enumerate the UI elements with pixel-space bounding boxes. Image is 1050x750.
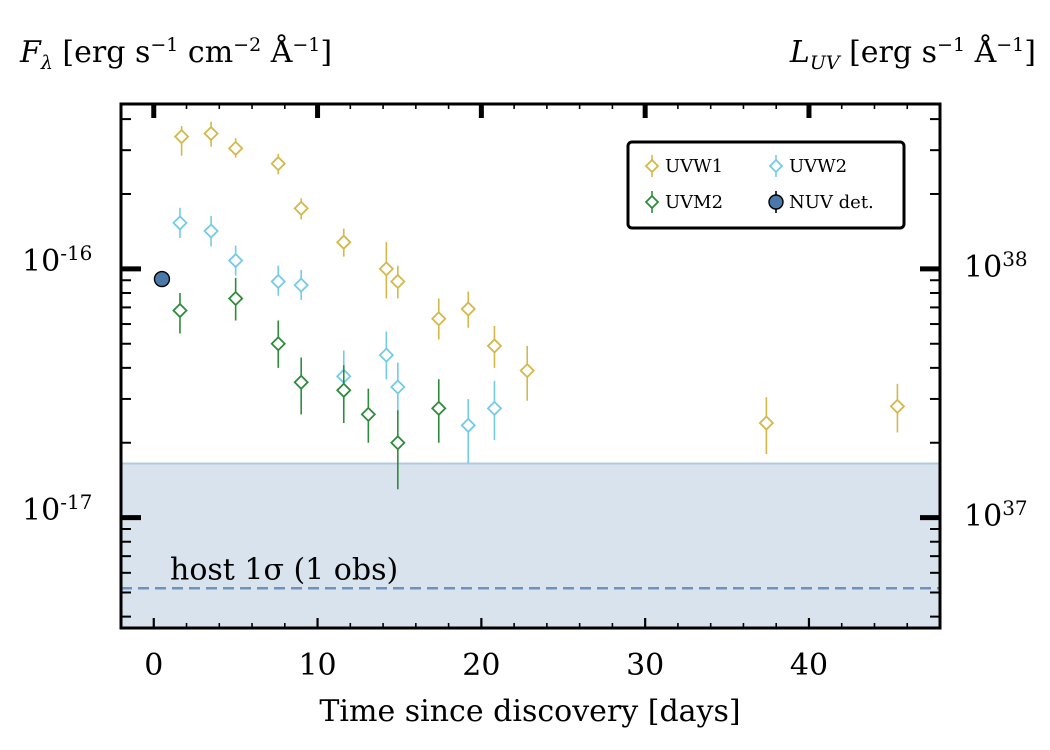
data-point-uvw1 — [335, 234, 352, 250]
legend: UVW1 UVW2 UVM2 NUV det. — [626, 140, 906, 230]
y-left-unit: [erg s — [62, 35, 151, 70]
legend-box — [626, 140, 906, 230]
y-right-close: ] — [1024, 35, 1036, 70]
data-point-uvm2 — [227, 290, 244, 307]
y-right-exp2: −1 — [996, 34, 1025, 56]
data-point-uvw2 — [460, 417, 477, 434]
x-axis-title: Time since discovery [days] — [319, 694, 741, 729]
y-tick-label-right: 1037 — [964, 495, 1028, 534]
y-right-angstrom: Å — [965, 35, 997, 70]
data-point-uvw1 — [270, 155, 287, 172]
y-left-exp1: −1 — [150, 34, 179, 56]
legend-marker-uvw1 — [644, 158, 660, 174]
data-point-uvm2 — [390, 434, 406, 451]
data-point-uvm2 — [270, 335, 287, 352]
y-left-exp3: −1 — [292, 34, 321, 56]
data-point-uvw2 — [390, 379, 406, 395]
x-tick-label: 10 — [298, 648, 336, 683]
y-left-cm: cm — [178, 35, 234, 70]
y-right-subscript: UV — [809, 52, 840, 74]
y-axis-title-left: Fλ [erg s−1 cm−2 Å−1] — [20, 34, 332, 74]
data-point-uvw2 — [378, 347, 395, 363]
legend-label: UVM2 — [665, 192, 723, 213]
data-point-uvw1 — [758, 415, 775, 431]
data-point-uvw1 — [378, 261, 395, 277]
x-tick-label: 40 — [790, 648, 828, 683]
host-band-layer: host 1σ (1 obs) — [121, 462, 940, 628]
y-left-subscript: λ — [40, 52, 53, 74]
y-tick-label-left: 10-17 — [22, 489, 93, 528]
x-tick-label: 30 — [626, 648, 664, 683]
legend-label: UVW1 — [665, 156, 723, 177]
data-point-uvw2 — [486, 400, 503, 417]
data-point-uvw1 — [390, 273, 406, 290]
y-right-exp1: −1 — [937, 34, 966, 56]
x-tick-label: 20 — [462, 648, 500, 683]
legend-marker-uvw2 — [768, 158, 784, 174]
data-point-uvw1 — [430, 311, 447, 327]
data-point-uvw1 — [486, 338, 503, 354]
host-band-label: host 1σ (1 obs) — [170, 552, 398, 587]
data-point-uvw1 — [227, 140, 244, 157]
data-point-uvw2 — [293, 277, 309, 293]
y-left-symbol: F — [20, 35, 41, 70]
data-point-uvw2 — [227, 252, 244, 269]
y-left-exp2: −2 — [233, 34, 262, 56]
y-tick-label-left: 10-16 — [22, 240, 93, 279]
data-point-uvm2 — [360, 406, 377, 423]
y-right-unit: [erg s — [839, 35, 938, 70]
legend-label: UVW2 — [789, 156, 847, 177]
data-point-uvm2 — [430, 400, 447, 417]
host-band-area — [121, 463, 940, 628]
legend-marker-uvm2 — [644, 194, 660, 210]
data-layer — [153, 121, 906, 490]
data-point-uvw2 — [270, 273, 287, 290]
y-tick-label-right: 1038 — [964, 246, 1028, 285]
data-point-uvw1 — [293, 200, 309, 217]
data-point-nuv — [153, 270, 171, 288]
data-point-uvm2 — [335, 382, 352, 399]
data-point-uvw1 — [203, 125, 219, 142]
plot-frame — [119, 102, 942, 630]
y-right-symbol: L — [789, 35, 810, 70]
data-point-uvw1 — [460, 301, 477, 317]
legend-label: NUV det. — [789, 192, 874, 213]
legend-marker-nuv — [768, 194, 784, 210]
y-left-close: ] — [320, 35, 333, 70]
data-point-uvw2 — [172, 215, 188, 231]
data-point-uvm2 — [293, 374, 309, 391]
data-point-uvw1 — [889, 398, 906, 415]
data-point-uvw2 — [203, 223, 219, 239]
data-point-uvw1 — [519, 362, 535, 379]
y-left-angstrom: Å — [261, 35, 293, 70]
data-point-uvw1 — [173, 128, 190, 145]
data-point-uvm2 — [172, 302, 188, 319]
x-tick-label: 0 — [144, 648, 163, 683]
y-axis-title-right: LUV [erg s−1 Å−1] — [790, 34, 1036, 74]
